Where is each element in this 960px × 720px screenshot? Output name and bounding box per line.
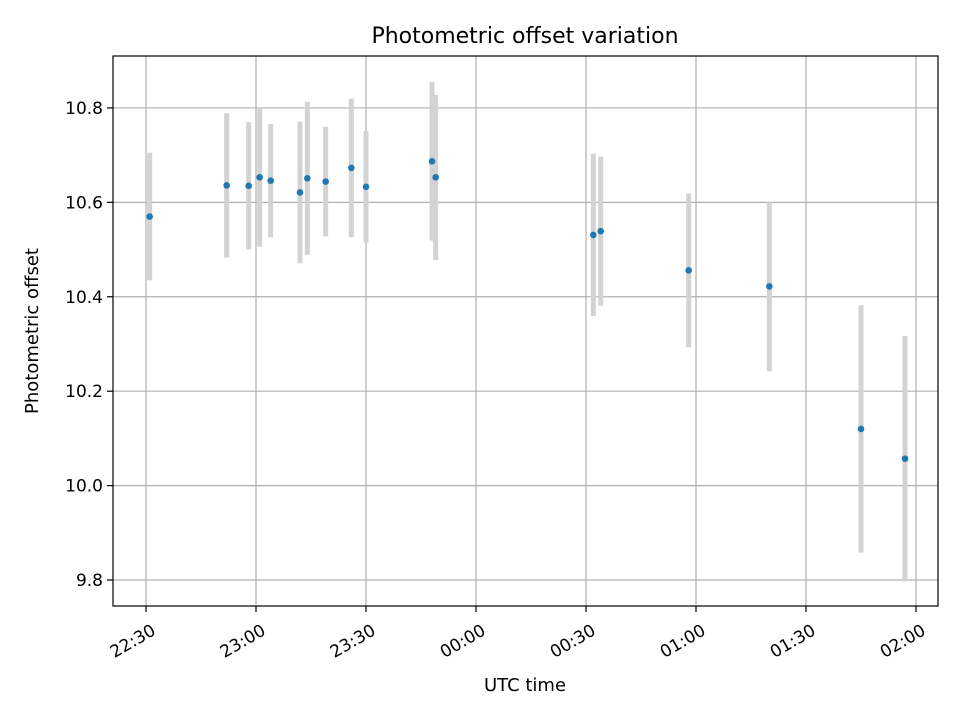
y-tick-label: 10.2 [65, 382, 103, 402]
plot-frame [112, 55, 939, 607]
data-point [362, 183, 370, 191]
x-axis-label: UTC time [484, 675, 566, 696]
data-point [256, 174, 263, 181]
data-point [857, 425, 865, 433]
data-point [901, 455, 909, 463]
data-point [428, 157, 436, 165]
data-point [296, 189, 304, 196]
data-point [245, 182, 252, 190]
y-axis-label: Photometric offset [22, 248, 43, 414]
data-point [146, 213, 153, 220]
data-point [597, 227, 604, 235]
y-tick-label: 10.4 [65, 288, 103, 308]
data-point [223, 182, 230, 189]
y-tick-label: 10.6 [65, 193, 103, 213]
data-point [304, 174, 311, 182]
data-point [685, 267, 692, 274]
data-point [766, 283, 773, 290]
data-points [146, 157, 909, 463]
data-point [432, 174, 439, 181]
y-axis-ticks: 9.8 10.0 10.2 10.4 10.6 10.8 [65, 99, 113, 591]
data-point [322, 178, 329, 185]
chart-title: Photometric offset variation [371, 24, 678, 49]
y-tick-label: 9.8 [76, 571, 103, 591]
data-point [348, 164, 355, 172]
data-point [267, 177, 274, 184]
y-tick-label: 10.0 [65, 477, 103, 497]
y-tick-label: 10.8 [65, 99, 103, 119]
data-point [590, 231, 597, 239]
